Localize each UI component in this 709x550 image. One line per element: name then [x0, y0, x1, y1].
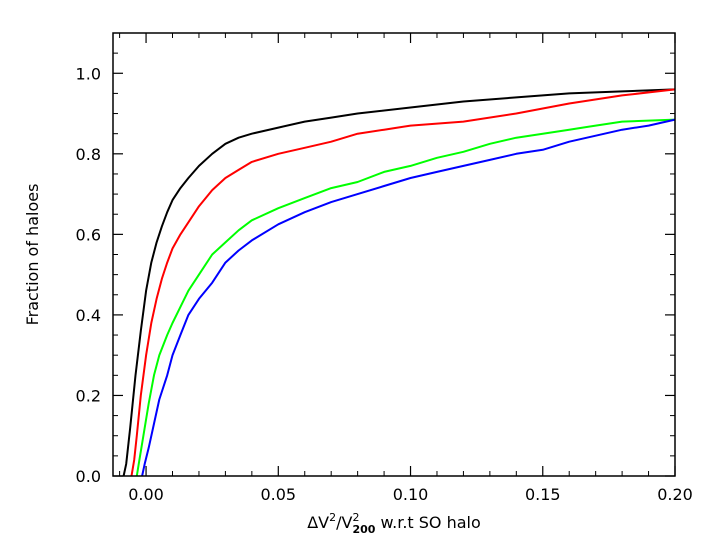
x-axis-title: ΔV2/V2 200 w.r.t SO halo — [307, 511, 481, 536]
x-axis-title-delta: Δ — [307, 513, 318, 532]
series-line-2 — [135, 118, 676, 477]
x-axis-title-sub: 200 — [352, 523, 375, 536]
x-axis-title-slash: / — [336, 513, 342, 532]
tick-layer: 0.00 0.05 0.10 0.15 0.20 0.0 0.2 0.4 0.6 0.8 1.0 — [76, 32, 693, 504]
x-tick-label: 0.05 — [260, 485, 296, 504]
x-axis-title-rest: w.r.t SO halo — [375, 513, 480, 532]
x-tick-label: 0.10 — [393, 485, 429, 504]
x-axis-title-v2: V — [342, 513, 353, 532]
y-tick-label: 1.0 — [76, 64, 101, 83]
y-axis-title: Fraction of haloes — [23, 184, 42, 326]
x-axis-title-sup: 2 — [329, 511, 336, 524]
y-tick-label: 0.8 — [76, 145, 101, 164]
series-line-3 — [141, 118, 676, 477]
x-axis-title-sup2: 2 — [352, 511, 359, 524]
y-tick-label: 0.0 — [76, 467, 101, 486]
series-layer — [122, 88, 676, 477]
y-tick-label: 0.4 — [76, 306, 101, 325]
x-tick-label: 0.00 — [128, 485, 164, 504]
y-tick-label: 0.6 — [76, 225, 101, 244]
x-axis-title-v: V — [318, 513, 329, 532]
x-tick-label: 0.20 — [657, 485, 693, 504]
y-tick-label: 0.2 — [76, 386, 101, 405]
x-tick-label: 0.15 — [525, 485, 561, 504]
series-line-1 — [130, 88, 676, 477]
series-line-0 — [122, 88, 676, 477]
